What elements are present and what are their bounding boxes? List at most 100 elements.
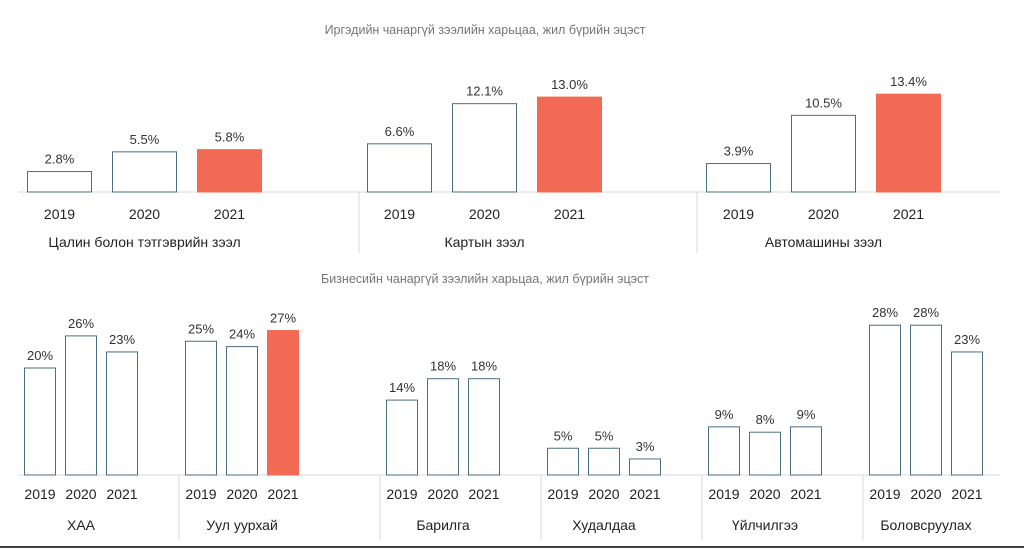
business-chart-title: Бизнесийн чанаргүй зээлийн харьцаа, жил … xyxy=(321,272,649,286)
data-label: 5.8% xyxy=(215,130,245,145)
bar-2019 xyxy=(706,163,771,193)
category-label: Автомашины зээл xyxy=(765,234,882,250)
data-label: 10.5% xyxy=(805,95,842,110)
year-tick-label: 2019 xyxy=(869,486,900,502)
bar-2019 xyxy=(547,447,579,476)
data-label: 8% xyxy=(756,412,775,427)
year-tick-label: 2020 xyxy=(469,206,500,222)
data-label: 5.5% xyxy=(130,132,160,147)
bar-2021 xyxy=(267,330,299,476)
bar-2020 xyxy=(452,103,517,193)
category-label: Картын зээл xyxy=(444,234,524,250)
year-tick-label: 2021 xyxy=(468,486,499,502)
bar-2021 xyxy=(951,351,983,476)
data-label: 28% xyxy=(913,305,939,320)
data-label: 3.9% xyxy=(724,144,754,159)
group-1: 20% 2019 26% 2020 23% 2021 ХАА xyxy=(24,316,138,533)
data-label: 13.0% xyxy=(551,77,588,92)
year-tick-label: 2020 xyxy=(427,486,458,502)
data-label: 5% xyxy=(595,428,614,443)
bar-2021 xyxy=(197,149,262,193)
bar-2019 xyxy=(708,426,740,476)
group-4: 5% 2019 5% 2020 3% 2021 Худалдаа xyxy=(547,428,661,533)
group-6: 28% 2019 28% 2020 23% 2021 Боловсруулах xyxy=(869,305,983,533)
business-chart-panel: 20% 2019 26% 2020 23% 2021 ХАА 25% 2019 24% 2020 27… xyxy=(18,305,1000,540)
year-tick-label: 2019 xyxy=(185,486,216,502)
year-tick-label: 2019 xyxy=(24,486,55,502)
bar-2020 xyxy=(112,151,177,193)
bar-2019 xyxy=(367,143,432,193)
year-tick-label: 2021 xyxy=(951,486,982,502)
group-3: 3.9% 2019 10.5% 2020 13.4% 2021 Автомашины зээ… xyxy=(706,74,941,250)
category-label: Боловсруулах xyxy=(880,517,971,533)
bar-2019 xyxy=(386,399,418,476)
bar-2020 xyxy=(65,335,97,476)
household-chart-panel: 2.8% 2019 5.5% 2020 5.8% 2021 Цалин болон тэтг… xyxy=(18,74,1000,253)
year-tick-label: 2020 xyxy=(129,206,160,222)
data-label: 6.6% xyxy=(385,124,415,139)
data-label: 9% xyxy=(715,407,734,422)
data-label: 5% xyxy=(554,428,573,443)
bar-2021 xyxy=(468,378,500,476)
bar-2021 xyxy=(106,351,138,476)
category-label: Цалин болон тэтгэврийн зээл xyxy=(48,234,240,250)
year-tick-label: 2020 xyxy=(808,206,839,222)
bar-2020 xyxy=(588,447,620,476)
data-label: 20% xyxy=(27,348,53,363)
bar-2020 xyxy=(427,378,459,476)
year-tick-label: 2021 xyxy=(893,206,924,222)
bar-2020 xyxy=(226,346,258,476)
year-tick-label: 2020 xyxy=(910,486,941,502)
data-label: 23% xyxy=(109,332,135,347)
data-label: 27% xyxy=(270,311,296,326)
bar-2021 xyxy=(629,458,661,476)
year-tick-label: 2019 xyxy=(547,486,578,502)
data-label: 18% xyxy=(430,359,456,374)
group-1: 2.8% 2019 5.5% 2020 5.8% 2021 Цалин болон тэтг… xyxy=(27,130,262,250)
data-label: 26% xyxy=(68,316,94,331)
year-tick-label: 2021 xyxy=(629,486,660,502)
data-label: 12.1% xyxy=(466,84,503,99)
data-label: 2.8% xyxy=(45,152,75,167)
category-label: Үйлчилгээ xyxy=(732,517,798,533)
data-label: 3% xyxy=(636,439,655,454)
bar-2019 xyxy=(27,171,92,193)
data-label: 24% xyxy=(229,327,255,342)
year-tick-label: 2021 xyxy=(106,486,137,502)
bar-2020 xyxy=(791,114,856,193)
bar-2020 xyxy=(910,324,942,476)
year-tick-label: 2020 xyxy=(65,486,96,502)
bar-2021 xyxy=(876,93,941,193)
year-tick-label: 2019 xyxy=(723,206,754,222)
year-tick-label: 2020 xyxy=(226,486,257,502)
group-3: 14% 2019 18% 2020 18% 2021 Барилга xyxy=(386,359,500,533)
data-label: 23% xyxy=(954,332,980,347)
group-2: 25% 2019 24% 2020 27% 2021 Уул уурхай xyxy=(185,311,299,533)
year-tick-label: 2021 xyxy=(790,486,821,502)
bar-2021 xyxy=(790,426,822,476)
year-tick-label: 2019 xyxy=(44,206,75,222)
data-label: 25% xyxy=(188,321,214,336)
household-chart-title: Иргэдийн чанаргүй зээлийн харьцаа, жил б… xyxy=(325,23,646,37)
year-tick-label: 2020 xyxy=(588,486,619,502)
year-tick-label: 2021 xyxy=(554,206,585,222)
bar-2021 xyxy=(537,96,602,193)
data-label: 9% xyxy=(797,407,816,422)
year-tick-label: 2021 xyxy=(214,206,245,222)
data-label: 13.4% xyxy=(890,74,927,89)
year-tick-label: 2019 xyxy=(386,486,417,502)
bar-2019 xyxy=(185,340,217,476)
year-tick-label: 2021 xyxy=(267,486,298,502)
bar-2019 xyxy=(869,324,901,476)
bar-2020 xyxy=(749,431,781,476)
year-tick-label: 2019 xyxy=(384,206,415,222)
bar-2019 xyxy=(24,367,56,476)
data-label: 18% xyxy=(471,359,497,374)
category-label: Барилга xyxy=(416,517,470,533)
category-label: ХАА xyxy=(67,517,96,533)
data-label: 28% xyxy=(872,305,898,320)
data-label: 14% xyxy=(389,380,415,395)
year-tick-label: 2019 xyxy=(708,486,739,502)
